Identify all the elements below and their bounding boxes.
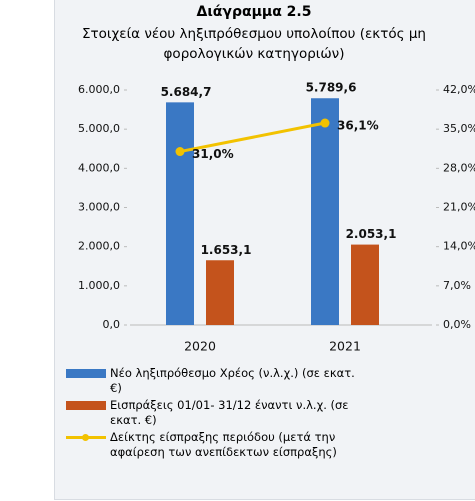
legend-item: Εισπράξεις 01/01- 31/12 έναντι ν.λ.χ. (σ…: [66, 398, 406, 428]
bar: [351, 244, 379, 325]
y2-tick-label: 42,0%: [443, 83, 475, 96]
y-tick-label: 1.000,0: [78, 279, 120, 292]
x-tick-label: 2020: [184, 339, 216, 354]
data-label: 36,1%: [337, 119, 379, 133]
y-tick-label: 5.000,0: [78, 122, 120, 135]
legend-swatch: [66, 430, 106, 445]
chart-title: Διάγραμμα 2.5: [196, 4, 312, 20]
y2-tick-label: 0,0%: [443, 318, 471, 331]
y2-tick-label: 28,0%: [443, 161, 475, 174]
legend-item: Νέο ληξιπρόθεσμο Χρέος (ν.λ.χ.) (σε εκατ…: [66, 366, 406, 396]
legend-label: Εισπράξεις 01/01- 31/12 έναντι ν.λ.χ. (σ…: [110, 398, 349, 427]
y-tick-label: 3.000,0: [78, 201, 120, 214]
y2-tick-label: 14,0%: [443, 240, 475, 253]
y2-tick-label: 21,0%: [443, 201, 475, 214]
chart-background: [54, 0, 475, 500]
x-tick-label: 2021: [329, 339, 361, 354]
y2-tick-label: 35,0%: [443, 122, 475, 135]
bar: [311, 98, 339, 326]
legend-label: Νέο ληξιπρόθεσμο Χρέος (ν.λ.χ.) (σε εκατ…: [110, 366, 355, 395]
legend-swatch: [66, 401, 106, 410]
legend-label: Δείκτης είσπραξης περιόδου (μετά την αφα…: [110, 430, 337, 459]
data-label: 1.653,1: [201, 243, 252, 257]
legend-item: Δείκτης είσπραξης περιόδου (μετά την αφα…: [66, 430, 406, 460]
data-label: 2.053,1: [346, 227, 397, 241]
line-point: [320, 118, 330, 128]
y2-tick-label: 7,0%: [443, 279, 471, 292]
legend: Νέο ληξιπρόθεσμο Χρέος (ν.λ.χ.) (σε εκατ…: [66, 366, 406, 462]
chart-subtitle: Στοιχεία νέου ληξιπρόθεσμου υπολοίπου (ε…: [82, 26, 426, 62]
data-label: 5.684,7: [161, 85, 212, 99]
data-label: 31,0%: [192, 147, 234, 161]
y-tick-label: 6.000,0: [78, 83, 120, 96]
y-tick-label: 4.000,0: [78, 161, 120, 174]
y-tick-label: 2.000,0: [78, 240, 120, 253]
bar: [206, 260, 234, 325]
line: [179, 121, 326, 154]
line-point: [175, 147, 185, 157]
data-label: 5.789,6: [306, 81, 357, 95]
legend-swatch: [66, 369, 106, 378]
y-tick-label: 0,0: [103, 318, 121, 331]
bar: [166, 102, 194, 326]
